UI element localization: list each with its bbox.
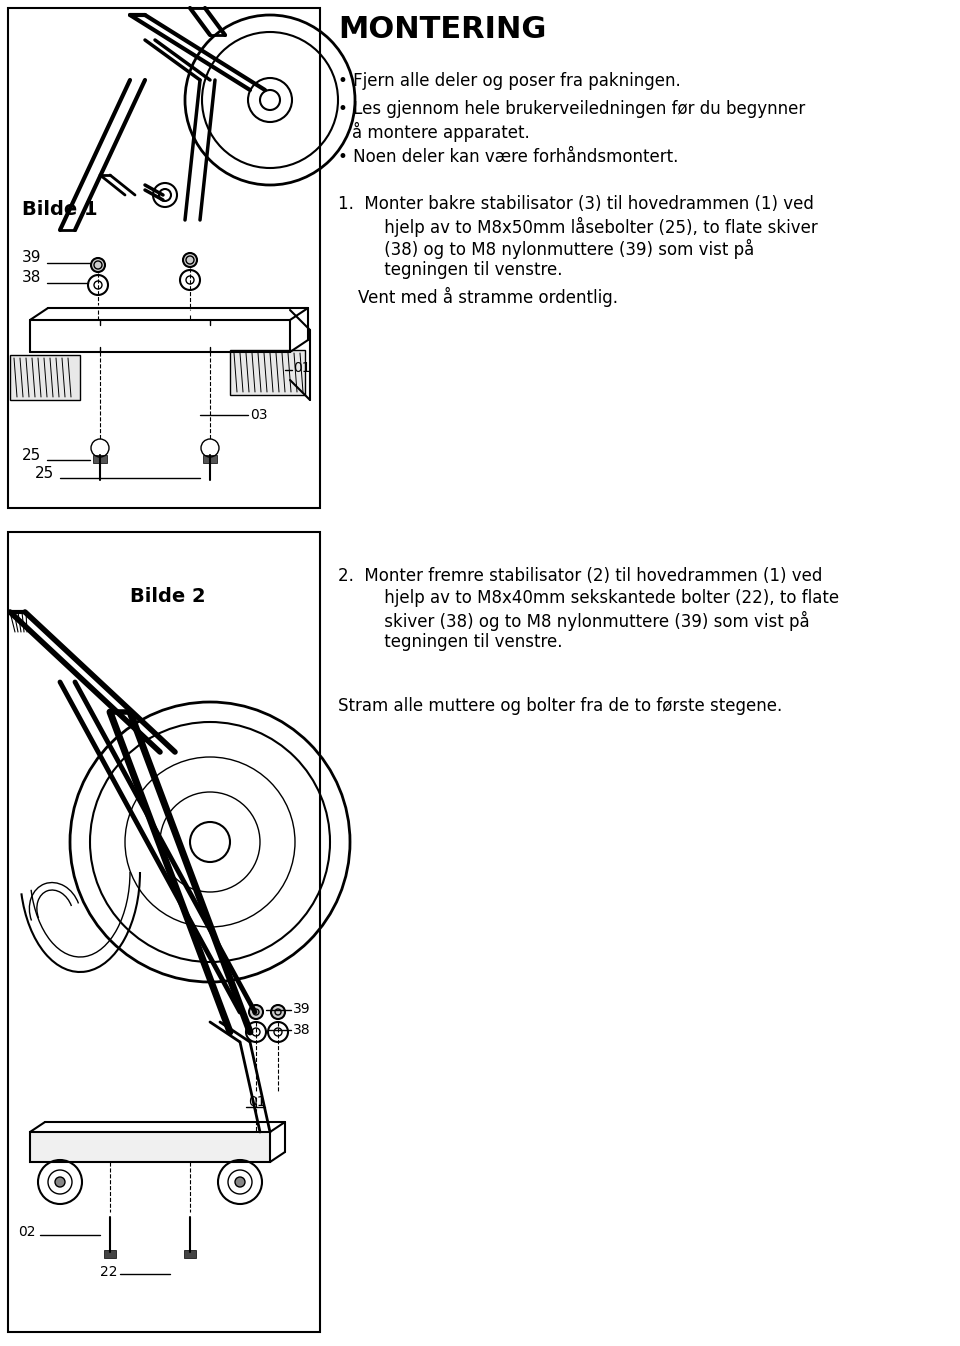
Text: skiver (38) og to M8 nylonmuttere (39) som vist på: skiver (38) og to M8 nylonmuttere (39) s… — [358, 611, 809, 631]
Text: Bilde 2: Bilde 2 — [130, 587, 205, 606]
Bar — [93, 455, 107, 463]
Bar — [184, 1250, 196, 1259]
Circle shape — [235, 1176, 245, 1187]
Text: tegningen til venstre.: tegningen til venstre. — [358, 633, 563, 651]
Text: 02: 02 — [18, 1225, 36, 1240]
Circle shape — [271, 1005, 285, 1019]
Text: hjelp av to M8x40mm sekskantede bolter (22), to flate: hjelp av to M8x40mm sekskantede bolter (… — [358, 590, 839, 607]
Bar — [8, 532, 320, 1333]
Circle shape — [91, 258, 105, 272]
Circle shape — [249, 1005, 263, 1019]
Text: å montere apparatet.: å montere apparatet. — [352, 122, 530, 143]
Bar — [8, 8, 320, 507]
Text: • Noen deler kan være forhåndsmontert.: • Noen deler kan være forhåndsmontert. — [338, 148, 679, 166]
Text: MONTERING: MONTERING — [338, 15, 546, 44]
Text: 25: 25 — [22, 448, 41, 463]
Text: Vent med å stramme ordentlig.: Vent med å stramme ordentlig. — [358, 287, 618, 307]
Bar — [104, 1250, 116, 1259]
Text: Stram alle muttere og bolter fra de to første stegene.: Stram alle muttere og bolter fra de to f… — [338, 697, 782, 715]
Bar — [203, 455, 217, 463]
Text: 1.  Monter bakre stabilisator (3) til hovedrammen (1) ved: 1. Monter bakre stabilisator (3) til hov… — [338, 195, 814, 213]
Text: • Fjern alle deler og poser fra pakningen.: • Fjern alle deler og poser fra pakninge… — [338, 71, 681, 90]
Circle shape — [55, 1176, 65, 1187]
Text: • Les gjennom hele brukerveiledningen før du begynner: • Les gjennom hele brukerveiledningen fø… — [338, 100, 805, 118]
Text: 22: 22 — [100, 1265, 117, 1279]
Text: 38: 38 — [293, 1023, 311, 1036]
Text: 38: 38 — [22, 271, 41, 285]
Circle shape — [183, 253, 197, 267]
Bar — [10, 355, 80, 400]
Text: 01: 01 — [293, 361, 311, 376]
Text: 39: 39 — [22, 250, 41, 265]
Text: tegningen til venstre.: tegningen til venstre. — [358, 261, 563, 279]
Text: 01: 01 — [248, 1096, 266, 1109]
Bar — [30, 1132, 270, 1162]
Text: 39: 39 — [293, 1001, 311, 1016]
Text: Bilde 1: Bilde 1 — [22, 201, 98, 219]
Text: 25: 25 — [35, 466, 55, 481]
Bar — [230, 350, 305, 394]
Text: (38) og to M8 nylonmuttere (39) som vist på: (38) og to M8 nylonmuttere (39) som vist… — [358, 240, 755, 258]
Text: 2.  Monter fremre stabilisator (2) til hovedrammen (1) ved: 2. Monter fremre stabilisator (2) til ho… — [338, 567, 823, 586]
Text: hjelp av to M8x50mm låsebolter (25), to flate skiver: hjelp av to M8x50mm låsebolter (25), to … — [358, 217, 818, 237]
Text: 03: 03 — [250, 408, 268, 423]
